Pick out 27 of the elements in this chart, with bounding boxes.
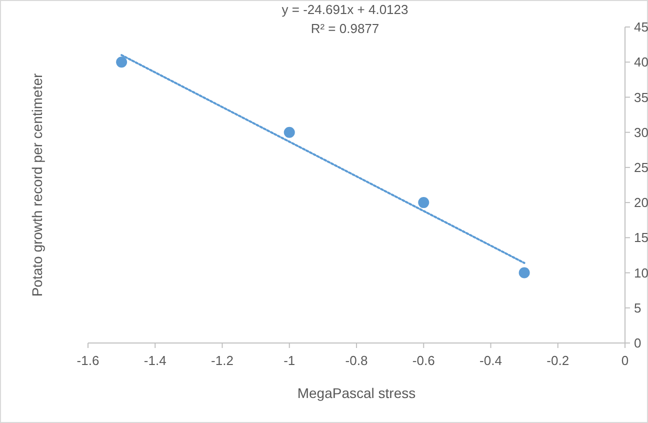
x-tick-label: -1.4 [144, 353, 166, 368]
x-axis-title: MegaPascal stress [297, 385, 416, 401]
y-axis-title: Potato growth record per centimeter [29, 73, 45, 297]
y-tick-label: 35 [634, 90, 648, 105]
x-tick-label: -1.6 [76, 353, 100, 368]
y-tick-label: 5 [634, 300, 642, 316]
y-tick-label: 10 [634, 265, 648, 280]
y-tick-label: 30 [634, 124, 648, 140]
y-tick-label: 15 [634, 230, 648, 246]
x-tick-label: 0 [621, 353, 629, 368]
text: y = -24.691x + 4.0123 [282, 2, 408, 17]
x-tick-label: -0.2 [546, 353, 570, 368]
point [284, 126, 295, 138]
annotation: R² = 0.9877 [310, 21, 380, 36]
x-tick-label: -1.2 [211, 353, 234, 368]
x-tick-label: -0.6 [412, 353, 435, 368]
point [116, 56, 128, 68]
point [418, 197, 430, 208]
y-tick-label: 45 [634, 20, 648, 35]
y-tick-label: 40 [634, 54, 648, 70]
x-tick-label: -1 [284, 353, 296, 368]
point [518, 267, 530, 278]
y-tick-label: 0 [634, 336, 642, 351]
y-tick-label: 25 [634, 160, 648, 175]
x-tick-label: -0.4 [480, 353, 502, 368]
x-tick-label: -0.8 [345, 353, 368, 368]
y-tick-label: 20 [634, 195, 648, 210]
